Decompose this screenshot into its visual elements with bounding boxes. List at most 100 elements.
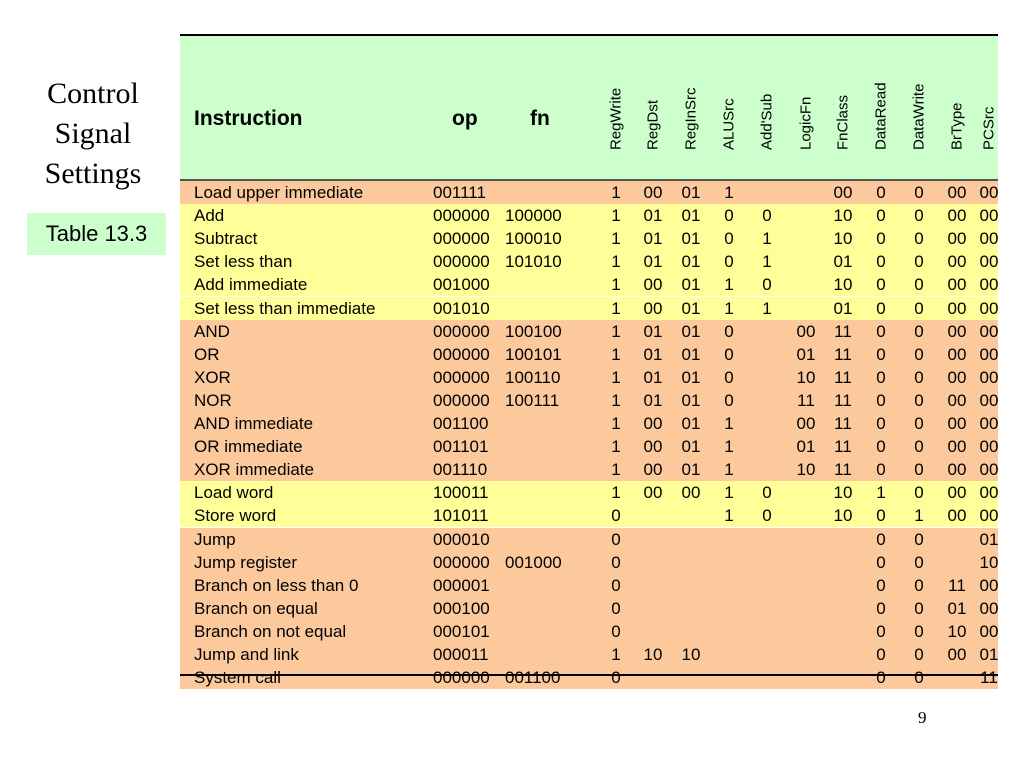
signal-value: 00: [979, 206, 999, 226]
signal-value: 1: [611, 229, 621, 249]
fn-code: 100100: [505, 321, 562, 341]
signal-value: 00: [947, 483, 967, 503]
op-code: 001110: [433, 460, 488, 480]
signal-value: 01: [681, 460, 701, 480]
signal-value: 00: [979, 367, 999, 387]
header-signal-label: RegInSrc: [682, 87, 700, 150]
signal-value: 01: [796, 344, 816, 364]
signal-value: 0: [876, 252, 886, 272]
table-top-rule: [180, 34, 998, 36]
signal-value: 0: [914, 344, 924, 364]
signal-value: 00: [947, 506, 967, 526]
signal-value: 00: [947, 206, 967, 226]
signal-value: 01: [643, 344, 663, 364]
instruction-name: OR immediate: [194, 437, 303, 457]
signal-value: 0: [914, 460, 924, 480]
header-signal: FnClass: [826, 39, 860, 167]
signal-value: 0: [876, 575, 886, 595]
header-signal: RegWrite: [599, 39, 633, 167]
instruction-name: Branch on not equal: [194, 621, 347, 641]
signal-value: 00: [947, 321, 967, 341]
signal-value: 00: [947, 437, 967, 457]
table-row: Jump and link 000011 1 10 10 0 0 00 01: [180, 643, 998, 667]
signal-value: 00: [979, 414, 999, 433]
signal-value: 0: [724, 367, 734, 387]
signal-value: 01: [681, 367, 701, 387]
instruction-name: Add immediate: [194, 275, 308, 295]
signal-value: 0: [914, 529, 924, 549]
instruction-name: AND immediate: [194, 414, 314, 433]
signal-value: 11: [948, 575, 966, 595]
signal-value: 00: [643, 183, 663, 202]
signal-value: 0: [762, 483, 772, 503]
header-signal-label: DataWrite: [910, 83, 928, 150]
signal-value: 0: [914, 621, 924, 641]
signal-value: 0: [876, 206, 886, 226]
signal-value: 00: [979, 321, 999, 341]
slide-title-line: Settings: [44, 157, 142, 190]
instruction-name: NOR: [194, 390, 232, 410]
op-code: 000010: [433, 529, 490, 549]
op-code: 001111: [433, 183, 486, 202]
signal-value: 00: [979, 506, 999, 526]
signal-value: 0: [611, 575, 621, 595]
fn-code: 100101: [505, 344, 562, 364]
signal-value: 00: [979, 298, 999, 318]
table-row: Load upper immediate 001111 1 00 01 1 00 0 0 00 00: [180, 181, 998, 205]
signal-value: 00: [979, 483, 999, 503]
signal-value: 1: [611, 645, 621, 664]
table-row: Branch on equal 000100 0 0 0 01 00: [180, 596, 998, 620]
slide-title-line: Signal: [54, 117, 132, 150]
signal-value: 0: [914, 645, 924, 664]
instruction-name: Load upper immediate: [194, 183, 364, 202]
op-code: 000000: [433, 390, 490, 410]
signal-value: 01: [681, 183, 701, 202]
slide-title: Control Signal Settings: [18, 74, 168, 194]
signal-value: 00: [979, 390, 999, 410]
signal-value: 0: [611, 506, 621, 526]
instruction-name: Subtract: [194, 229, 258, 249]
signal-value: 0: [914, 229, 924, 249]
table-row: Store word 101011 0 1 0 10 0 1 00 00: [180, 504, 998, 528]
table-row: System call 000000 001100 0 0 0 11: [180, 666, 998, 690]
signal-value: 1: [611, 437, 621, 457]
slide-title-line: Control: [47, 77, 139, 110]
signal-value: 0: [724, 229, 734, 249]
instruction-name: XOR immediate: [194, 460, 314, 480]
signal-value: 1: [611, 321, 621, 341]
signal-value: 00: [947, 275, 967, 295]
table-row: XOR immediate 001110 1 00 01 1 10 11 0 0 00 00: [180, 458, 998, 482]
signal-value: 10: [833, 483, 853, 503]
op-code: 000000: [433, 229, 490, 249]
table-row: Branch on less than 0 000001 0 0 0 11 00: [180, 573, 998, 597]
signal-value: 1: [611, 367, 621, 387]
signal-value: 0: [914, 552, 924, 572]
op-code: 000000: [433, 321, 490, 341]
signal-value: 00: [979, 229, 999, 249]
signal-value: 0: [914, 275, 924, 295]
signal-value: 00: [979, 460, 999, 480]
signal-value: 00: [947, 367, 967, 387]
signal-value: 1: [724, 183, 734, 202]
op-code: 000011: [433, 645, 489, 664]
signal-value: 01: [643, 321, 663, 341]
instruction-name: Load word: [194, 483, 274, 503]
signal-value: 01: [681, 414, 701, 433]
fn-code: 001000: [505, 552, 562, 572]
signal-value: 0: [876, 621, 886, 641]
op-code: 001000: [433, 275, 490, 295]
signal-value: 0: [724, 321, 734, 341]
header-signal-label: FnClass: [834, 94, 852, 150]
op-code: 000000: [433, 552, 490, 572]
table-row: Subtract 000000 100010 1 01 01 0 1 10 0 0 00 00: [180, 227, 998, 251]
signal-value: 1: [876, 483, 886, 503]
signal-value: 0: [876, 183, 886, 202]
signal-value: 01: [681, 344, 701, 364]
signal-value: 0: [876, 460, 886, 480]
signal-value: 10: [947, 621, 967, 641]
op-code: 100011: [433, 483, 489, 503]
signal-value: 1: [611, 252, 621, 272]
table-row: Set less than immediate 001010 1 00 01 1 1 01 0 0…: [180, 296, 998, 320]
signal-value: 1: [611, 344, 621, 364]
signal-value: 0: [876, 275, 886, 295]
